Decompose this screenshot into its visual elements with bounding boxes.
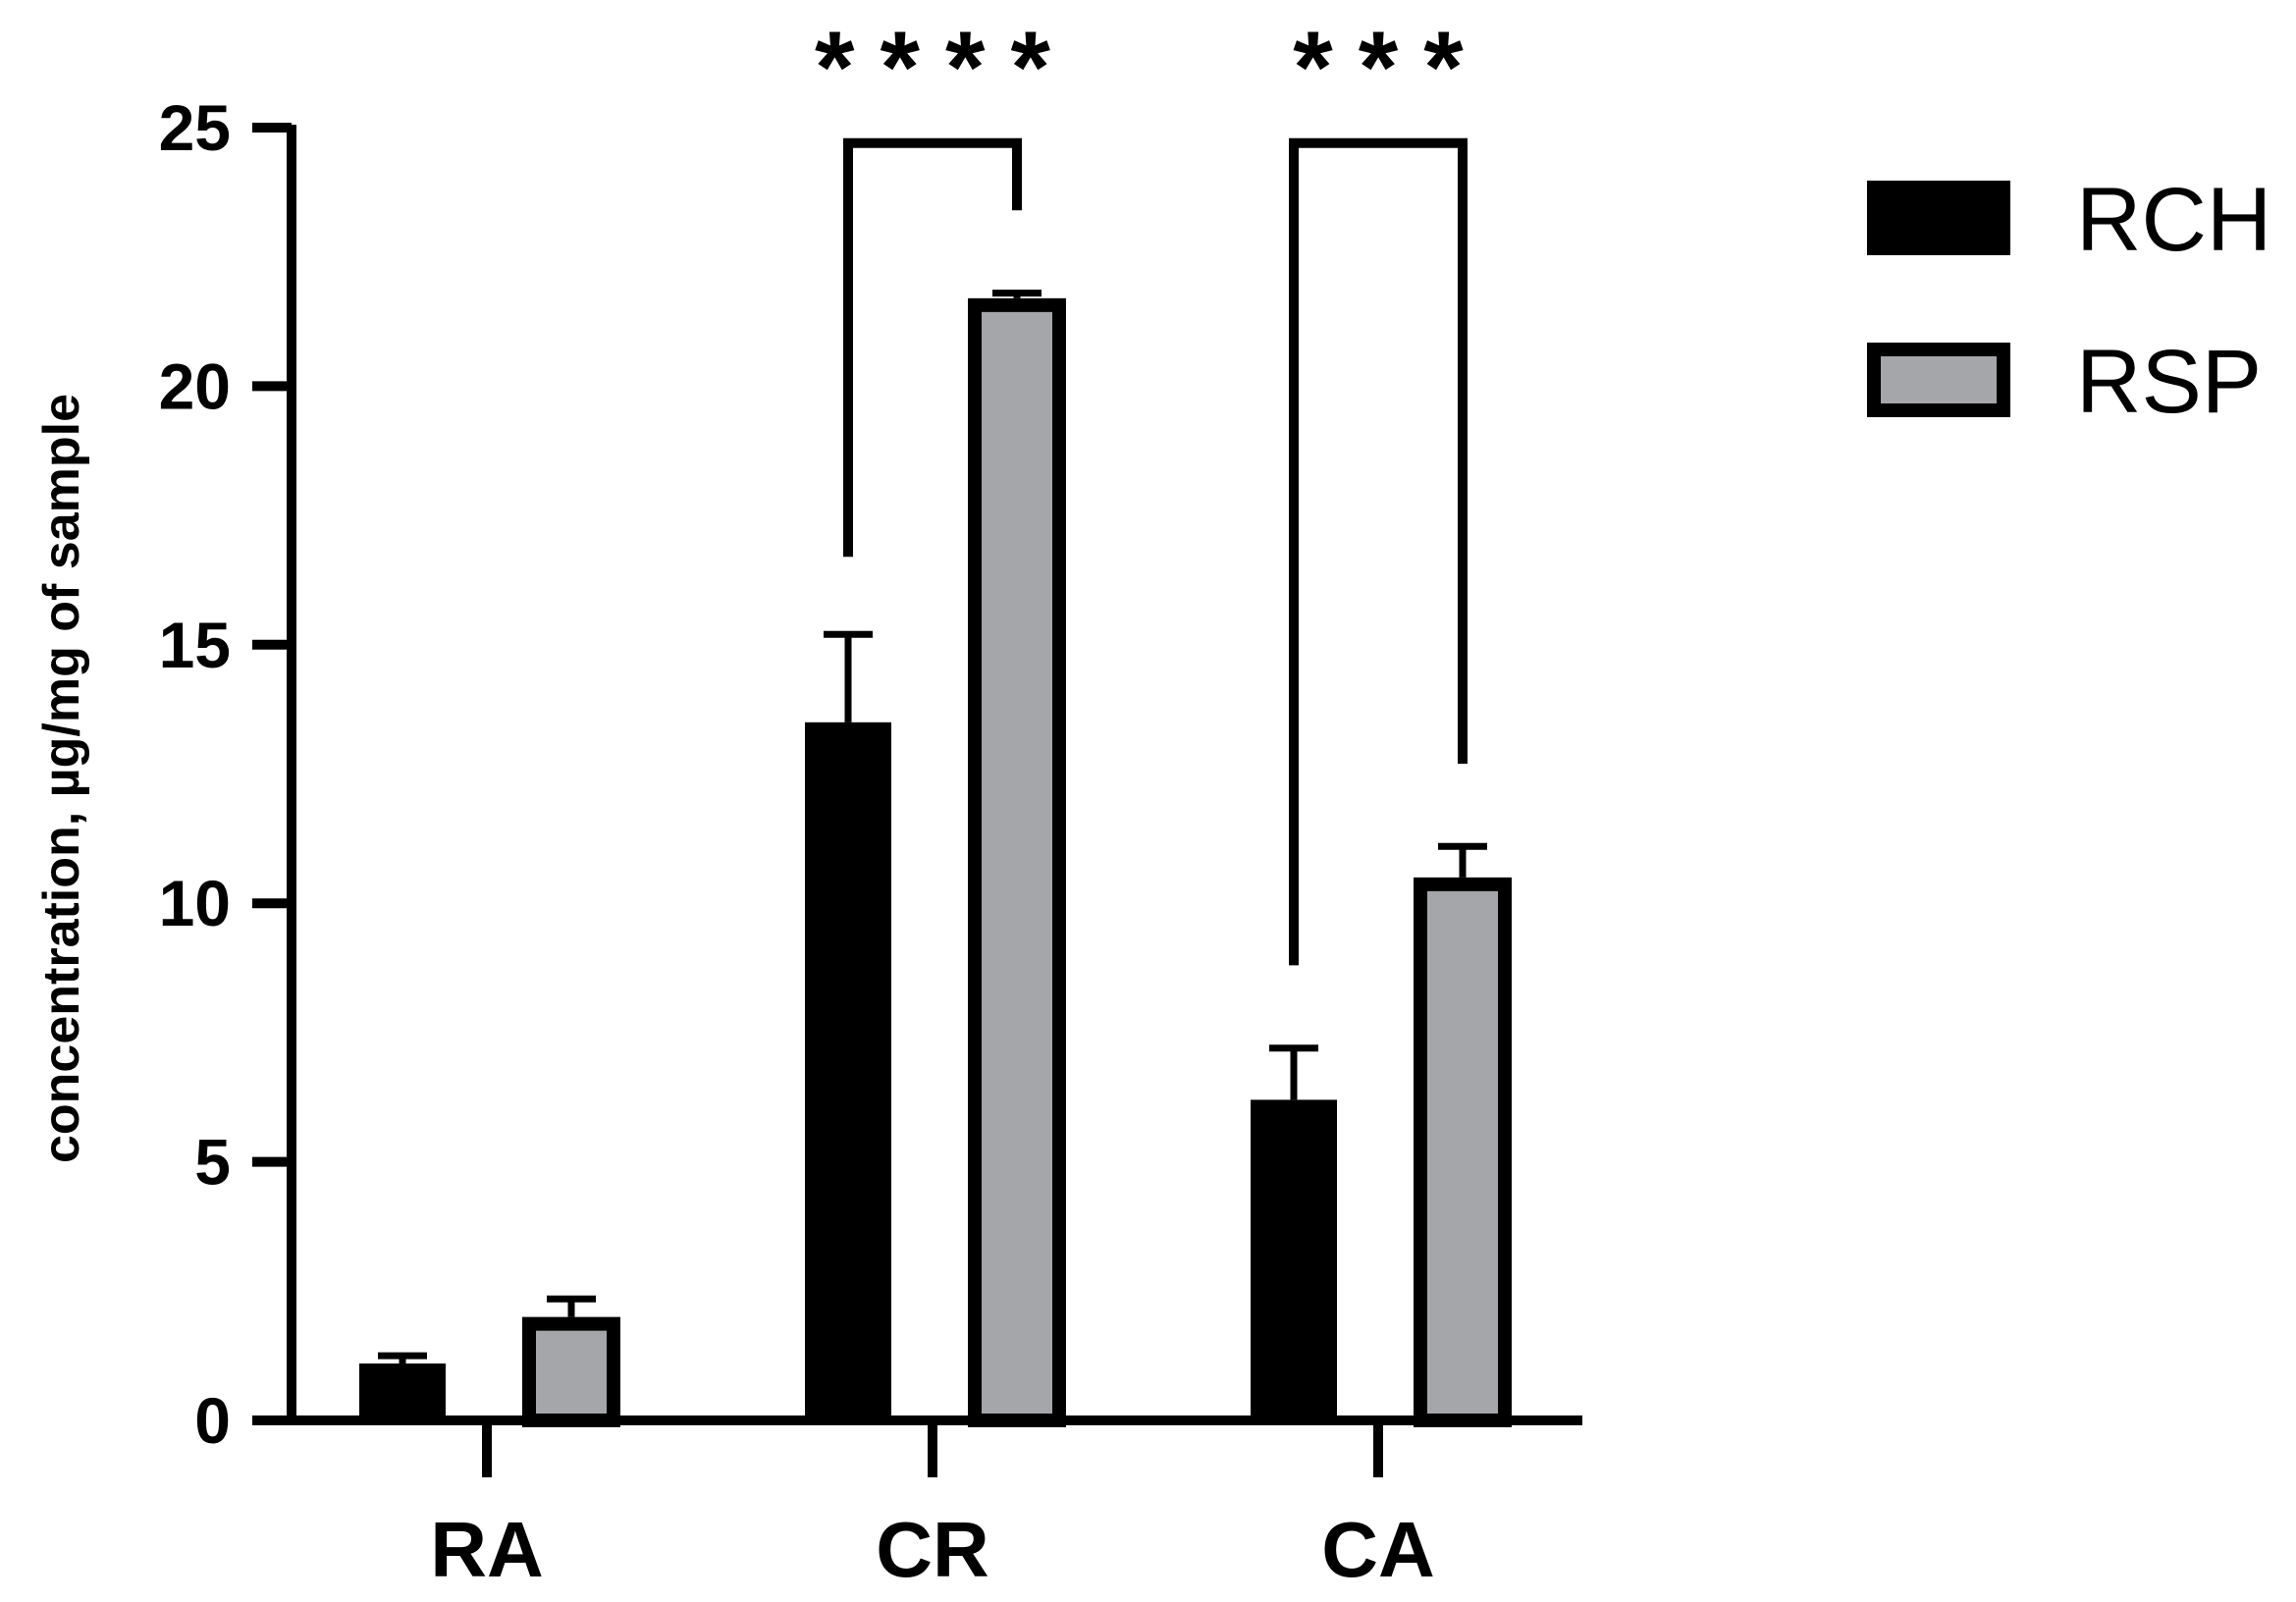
- axes-layer: 0 5 10 15 20 25 RA CR CA: [159, 91, 1582, 1593]
- y-tick-label: 5: [194, 1126, 231, 1199]
- bars-layer: [359, 290, 1512, 1428]
- significance-label-cr: ****: [815, 11, 1076, 125]
- legend-swatch-rsp: [1867, 343, 2010, 417]
- significance-layer: **** ***: [815, 11, 1488, 966]
- bar-rsp-cr: [968, 297, 1066, 1427]
- y-axis-title-group: concentration, µg/mg of sample: [33, 394, 90, 1163]
- legend: RCH RSP: [1867, 170, 2271, 432]
- legend-label-rsp: RSP: [2076, 332, 2262, 432]
- x-tick-label-ra: RA: [430, 1506, 544, 1593]
- bar-rch-cr: [805, 721, 891, 1420]
- bar-rsp-ca: [1414, 877, 1512, 1427]
- legend-swatch-rch: [1867, 181, 2010, 255]
- significance-bracket-ca: [1289, 137, 1468, 966]
- x-tick-label-cr: CR: [876, 1506, 989, 1593]
- y-tick-label: 15: [159, 609, 231, 681]
- y-axis-title: concentration, µg/mg of sample: [33, 394, 90, 1163]
- y-tick-label: 10: [159, 867, 231, 939]
- y-tick-label: 25: [159, 91, 231, 164]
- x-tick-label-ca: CA: [1321, 1506, 1435, 1593]
- y-tick-label: 20: [159, 349, 231, 422]
- legend-label-rch: RCH: [2076, 170, 2271, 270]
- y-tick-label: 0: [194, 1384, 231, 1457]
- significance-bracket-cr: [843, 137, 1022, 558]
- bar-rch-ca: [1251, 1099, 1337, 1420]
- bar-rch-ra: [359, 1363, 446, 1420]
- significance-label-ca: ***: [1293, 11, 1488, 125]
- bar-rsp-ra: [522, 1316, 620, 1428]
